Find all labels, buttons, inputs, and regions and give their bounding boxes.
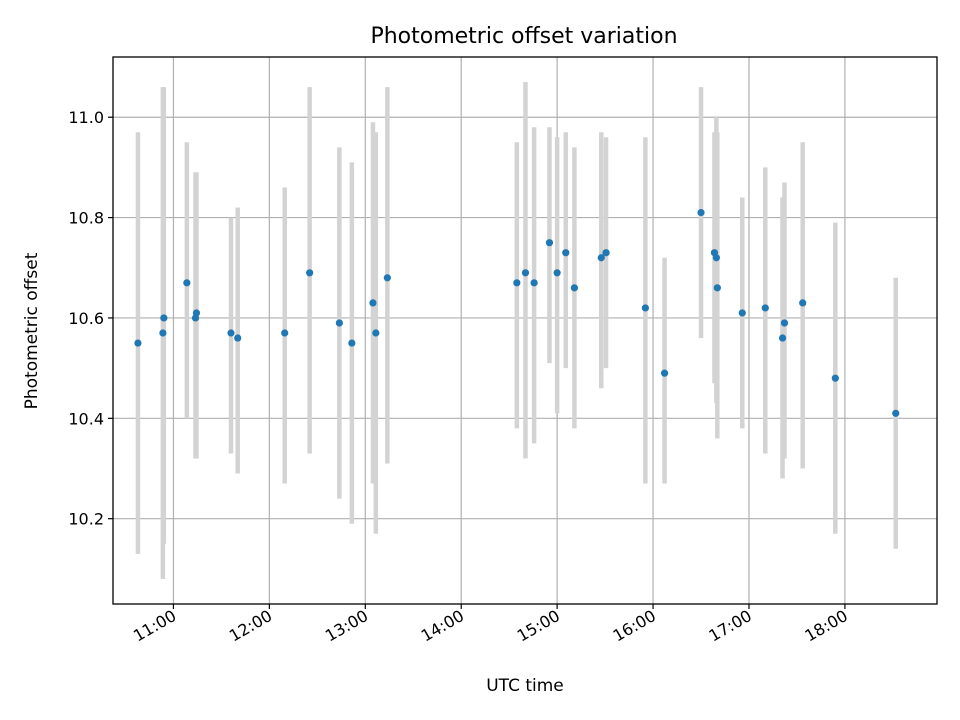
data-point — [521, 269, 530, 277]
data-points — [134, 208, 900, 417]
data-point — [545, 239, 554, 247]
x-tick-label: 17:00 — [706, 606, 755, 646]
y-tick-label: 11.0 — [68, 108, 104, 127]
data-point — [383, 274, 391, 282]
data-point — [192, 309, 201, 317]
data-point — [831, 374, 839, 382]
y-tick-label: 10.4 — [68, 409, 104, 428]
data-point — [602, 249, 610, 257]
data-point — [660, 369, 669, 377]
x-tick-label: 16:00 — [610, 606, 659, 646]
y-axis-label: Photometric offset — [22, 252, 42, 409]
data-point — [227, 329, 235, 337]
x-tick-label: 15:00 — [514, 606, 563, 646]
x-tick-label: 11:00 — [130, 606, 179, 646]
y-tick-label: 10.8 — [68, 209, 104, 228]
data-point — [553, 269, 561, 277]
data-point — [641, 304, 649, 312]
data-point — [234, 334, 242, 342]
data-point — [799, 299, 807, 307]
data-point — [697, 208, 705, 217]
error-bars — [135, 82, 899, 579]
plot-frame — [112, 56, 938, 605]
data-point — [530, 279, 538, 287]
data-point — [570, 284, 579, 292]
x-tick-label: 14:00 — [418, 606, 467, 646]
data-point — [892, 409, 900, 417]
x-axis-label: UTC time — [486, 676, 564, 696]
data-point — [348, 339, 356, 347]
x-tick-label: 12:00 — [226, 606, 275, 646]
data-point — [335, 319, 343, 327]
data-point — [369, 299, 377, 307]
data-point — [761, 304, 769, 312]
x-tick-label: 13:00 — [322, 606, 371, 646]
data-point — [597, 254, 605, 262]
data-point — [513, 279, 521, 287]
data-point — [159, 329, 167, 337]
chart-title: Photometric offset variation — [370, 24, 677, 49]
x-tick-label: 18:00 — [801, 606, 850, 646]
data-point — [738, 309, 746, 317]
data-point — [372, 329, 380, 337]
data-point — [780, 319, 789, 327]
data-point — [562, 249, 570, 257]
y-tick-label: 10.2 — [68, 510, 104, 529]
data-point — [183, 279, 191, 287]
data-point — [778, 334, 787, 342]
x-axis-ticks: 11:00 12:00 13:00 14:00 15:00 16:00 17:00 18:00 — [130, 604, 851, 646]
y-axis-ticks: 10.2 10.4 10.6 10.8 11.0 — [68, 108, 113, 529]
data-point — [160, 314, 168, 322]
data-point — [306, 269, 314, 277]
data-point — [713, 284, 721, 292]
data-point — [712, 254, 720, 262]
data-point — [134, 339, 142, 347]
y-tick-label: 10.6 — [68, 309, 104, 328]
data-point — [281, 329, 289, 337]
